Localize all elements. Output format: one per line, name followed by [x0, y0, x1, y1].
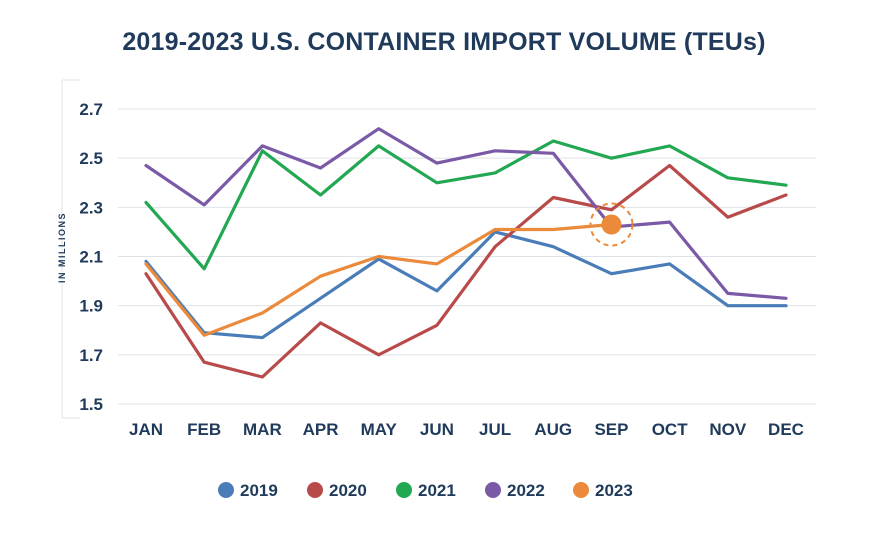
x-tick-label: DEC	[768, 420, 804, 439]
x-tick-label: NOV	[709, 420, 747, 439]
highlight-ring	[589, 202, 634, 247]
legend-marker-2023	[573, 482, 589, 498]
series-line-2023	[144, 222, 614, 337]
y-tick-label: 1.5	[79, 395, 103, 414]
legend-label-2020: 2020	[329, 481, 367, 500]
gridlines	[61, 79, 816, 419]
x-tick-label: JUL	[479, 420, 511, 439]
legend-marker-2021	[396, 482, 412, 498]
x-tick-label: JUN	[420, 420, 454, 439]
x-tick-label: MAR	[243, 420, 282, 439]
x-tick-label: MAY	[361, 420, 398, 439]
y-tick-label: 2.3	[79, 198, 103, 217]
highlight-dot	[601, 214, 622, 235]
series-line-2019	[144, 230, 788, 340]
y-tick-label: 1.9	[79, 297, 103, 316]
x-tick-label: SEP	[594, 420, 628, 439]
legend-label-2021: 2021	[418, 481, 456, 500]
legend-label-2019: 2019	[240, 481, 278, 500]
legend: 2019 2020 2021 2022 2023	[218, 481, 633, 500]
y-axis-label: IN MILLIONS	[57, 212, 67, 283]
y-tick-label: 2.1	[79, 248, 103, 267]
y-tick-label: 1.7	[79, 346, 103, 365]
x-tick-label: AUG	[534, 420, 572, 439]
y-tick-label: 2.5	[79, 149, 103, 168]
highlight-marker	[589, 202, 634, 247]
x-tick-label: FEB	[187, 420, 221, 439]
series-line-2020	[144, 163, 788, 379]
legend-label-2022: 2022	[507, 481, 545, 500]
series-lines	[144, 127, 788, 379]
legend-marker-2020	[307, 482, 323, 498]
y-tick-label: 2.7	[79, 100, 103, 119]
series-line-2021	[144, 139, 788, 271]
y-axis-ticks: 2.7 2.5 2.3 2.1 1.9 1.7 1.5	[79, 100, 103, 414]
legend-label-2023: 2023	[595, 481, 633, 500]
x-tick-label: OCT	[652, 420, 689, 439]
legend-marker-2022	[485, 482, 501, 498]
legend-marker-2019	[218, 482, 234, 498]
series-line-2022	[144, 127, 788, 300]
x-tick-label: JAN	[129, 420, 163, 439]
chart-title: 2019-2023 U.S. CONTAINER IMPORT VOLUME (…	[122, 28, 766, 56]
x-axis-ticks: JAN FEB MAR APR MAY JUN JUL AUG SEP OCT NOV DEC	[129, 420, 804, 439]
x-tick-label: APR	[303, 420, 339, 439]
